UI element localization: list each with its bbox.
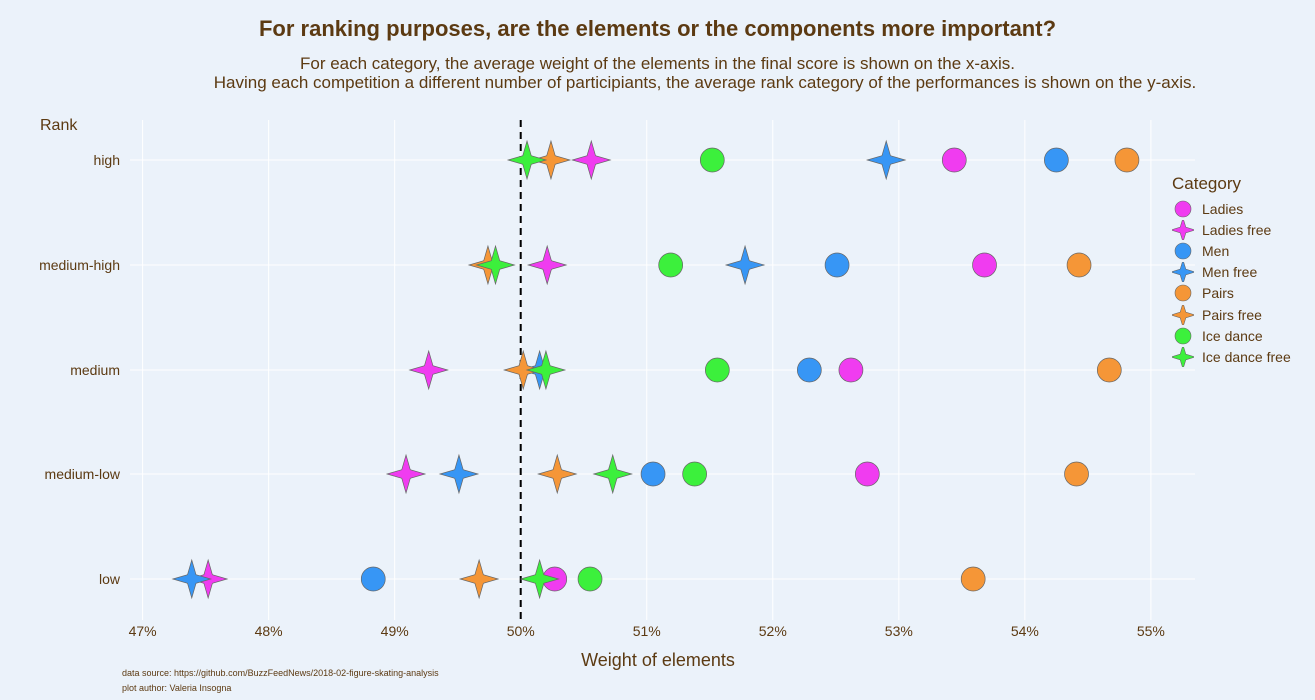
ladies-point: [838, 357, 864, 383]
ice-dance-free-point: [519, 558, 560, 600]
legend-item-ice-dance-free[interactable]: Ice dance free: [1172, 346, 1291, 367]
data-source-note: data source: https://github.com/BuzzFeed…: [122, 668, 439, 678]
x-tick-label: 50%: [507, 623, 535, 639]
legend-swatch-men: [1174, 242, 1192, 260]
men-point: [1044, 147, 1069, 173]
legend-label: Ice dance: [1202, 327, 1263, 344]
ladies-free-point: [571, 139, 612, 181]
legend-item-pairs[interactable]: Pairs: [1172, 283, 1291, 304]
data-points: [171, 139, 1140, 600]
subtitle-line-2: Having each competition a different numb…: [213, 73, 1197, 92]
legend-item-men-free[interactable]: Men free: [1172, 262, 1291, 283]
ladies-free-point: [385, 453, 427, 495]
legend-item-ice-dance[interactable]: Ice dance: [1172, 325, 1291, 346]
pairs-free-point: [530, 139, 572, 181]
pairs-point: [1096, 357, 1122, 383]
y-tick-label: high: [94, 152, 120, 168]
legend-item-pairs-free[interactable]: Pairs free: [1172, 304, 1291, 325]
x-axis-title: Weight of elements: [581, 650, 735, 670]
subtitle-line-1: For each category, the average weight of…: [299, 54, 1015, 73]
x-tick-label: 49%: [381, 623, 409, 639]
legend-label: Men free: [1202, 264, 1258, 281]
ice-dance-free-point: [506, 139, 548, 181]
legend-label: Pairs free: [1202, 306, 1262, 323]
men-free-point: [724, 244, 766, 286]
legend-label: Pairs: [1202, 285, 1234, 302]
chart-subtitle: For each category, the average weight of…: [0, 54, 1315, 92]
legend-item-men[interactable]: Men: [1172, 240, 1291, 261]
ladies-free-point: [408, 349, 449, 391]
legend-items: Ladies Ladies free Men Men free Pairs Pairs f…: [1172, 198, 1291, 368]
legend-swatch-ladies: [1174, 200, 1192, 217]
x-axis-ticks: 47% 48% 49% 50% 51% 52% 53% 54% 55%: [129, 623, 1165, 639]
x-tick-label: 51%: [633, 623, 661, 639]
pairs-point: [1064, 461, 1089, 487]
y-tick-label: medium-low: [45, 466, 121, 482]
ice-dance-point: [658, 252, 684, 278]
y-tick-label: medium-high: [39, 257, 120, 273]
x-tick-label: 47%: [129, 623, 157, 639]
y-tick-label: medium: [70, 362, 120, 378]
legend-swatch-ice-dance: [1174, 327, 1192, 345]
ice-dance-point: [682, 461, 707, 487]
gridlines: [130, 120, 1195, 620]
men-point: [824, 252, 850, 278]
legend-item-ladies[interactable]: Ladies: [1172, 198, 1291, 219]
legend-swatch-ice-dance-free: [1172, 346, 1194, 367]
pairs-point: [1114, 147, 1140, 173]
pairs-point: [960, 566, 986, 592]
ladies-point: [941, 147, 967, 173]
y-axis-title: Rank: [40, 117, 78, 134]
men-free-point: [171, 558, 213, 600]
ladies-point: [972, 252, 997, 278]
legend-swatch-pairs: [1174, 285, 1192, 302]
legend-label: Men: [1202, 242, 1230, 259]
men-point: [640, 461, 666, 487]
ice-dance-free-point: [592, 453, 633, 495]
ladies-free-point: [526, 244, 568, 286]
men-point: [796, 357, 822, 383]
pairs-free-point: [502, 349, 544, 391]
men-point: [360, 566, 386, 592]
y-axis-ticks: low medium-low medium medium-high high: [39, 152, 121, 587]
legend-swatch-ladies-free: [1172, 219, 1194, 240]
ice-dance-point: [704, 357, 730, 383]
ice-dance-point: [699, 147, 725, 173]
plot-author-note: plot author: Valeria Insogna: [122, 683, 232, 693]
x-tick-label: 52%: [759, 623, 787, 639]
men-free-point: [438, 453, 480, 495]
pairs-point: [1066, 252, 1092, 278]
y-tick-label: low: [99, 571, 121, 587]
ice-dance-free-point: [475, 244, 516, 286]
pairs-free-point: [536, 453, 578, 495]
legend: Category Ladies Ladies free Men Men free Pai…: [1172, 174, 1291, 368]
legend-title: Category: [1172, 174, 1241, 193]
chart-title: For ranking purposes, are the elements o…: [258, 16, 1057, 41]
ice-dance-point: [577, 566, 603, 592]
legend-label: Ladies: [1202, 200, 1244, 217]
men-free-point: [865, 139, 907, 181]
ladies-point: [854, 461, 880, 487]
legend-item-ladies-free[interactable]: Ladies free: [1172, 219, 1291, 240]
x-tick-label: 55%: [1137, 623, 1165, 639]
x-tick-label: 48%: [255, 623, 283, 639]
pairs-free-point: [458, 558, 500, 600]
legend-swatch-men-free: [1172, 262, 1194, 283]
legend-swatch-pairs-free: [1172, 304, 1194, 325]
ice-dance-free-point: [525, 349, 567, 391]
legend-label: Ladies free: [1202, 221, 1272, 238]
x-tick-label: 53%: [885, 623, 913, 639]
x-tick-label: 54%: [1011, 623, 1039, 639]
legend-label: Ice dance free: [1202, 348, 1291, 365]
